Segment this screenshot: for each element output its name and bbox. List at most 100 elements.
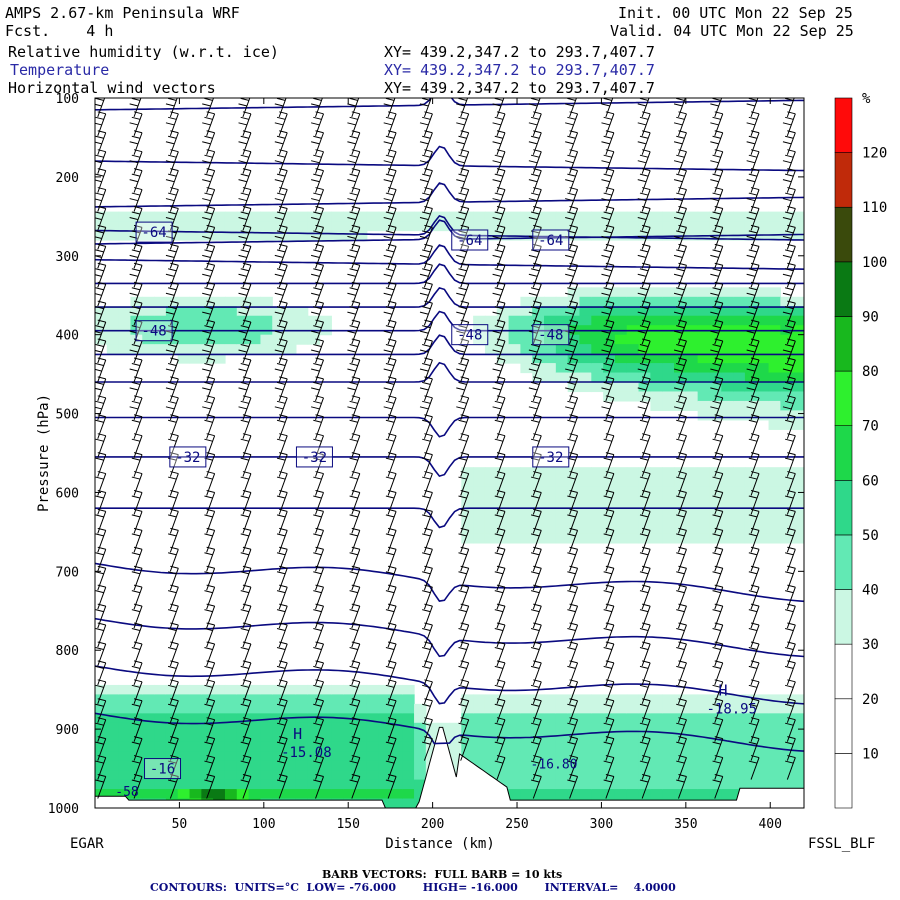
rh-cell xyxy=(591,732,604,743)
wind-barb-flag xyxy=(605,433,614,437)
wind-barb-flag xyxy=(715,93,723,95)
wind-barb-flag xyxy=(748,287,757,291)
wind-barb xyxy=(169,151,179,174)
wind-barb-flag xyxy=(206,111,215,115)
rh-cell xyxy=(662,306,675,317)
wind-barb xyxy=(641,302,651,326)
wind-barb-flag xyxy=(639,571,649,575)
wind-barb-flag xyxy=(419,406,429,410)
wind-barb-flag xyxy=(240,665,249,669)
wind-barb-flag xyxy=(637,349,646,353)
wind-barb-flag xyxy=(530,590,540,594)
wind-barb xyxy=(133,700,143,723)
rh-cell xyxy=(177,353,191,364)
rh-cell xyxy=(697,779,711,790)
wind-barb-flag xyxy=(639,514,649,518)
wind-barb-flag xyxy=(129,217,138,220)
wind-barb xyxy=(677,246,687,269)
rh-cell xyxy=(378,694,392,705)
wind-barb-flag xyxy=(714,452,723,456)
wind-barb-flag xyxy=(458,684,467,688)
wind-barb xyxy=(532,511,542,534)
wind-barb-flag xyxy=(567,268,576,272)
temperature-label-text: -32 xyxy=(302,450,327,466)
rh-cell xyxy=(756,467,770,478)
rh-cell xyxy=(674,344,687,355)
wind-barb xyxy=(133,776,143,799)
wind-barb-flag xyxy=(97,433,106,437)
wind-barb xyxy=(206,435,216,458)
wind-barb xyxy=(169,605,179,629)
wind-barb xyxy=(133,530,143,553)
wind-barb-flag xyxy=(385,230,395,234)
wind-barb-flag xyxy=(748,211,757,215)
rh-cell xyxy=(118,732,132,743)
rh-cell xyxy=(378,760,392,771)
wind-barb xyxy=(460,662,470,686)
wind-barb xyxy=(315,700,324,723)
rh-cell xyxy=(260,732,273,743)
wind-barb xyxy=(677,340,687,364)
rh-cell xyxy=(177,230,191,241)
wind-barb-flag xyxy=(168,192,177,196)
wind-barb xyxy=(97,378,107,402)
wind-barb-flag xyxy=(424,376,433,380)
wind-barb-flag xyxy=(642,603,651,607)
wind-barb-flag xyxy=(97,641,106,645)
rh-cell xyxy=(591,344,604,355)
rh-cell xyxy=(744,382,758,393)
wind-barb xyxy=(97,492,107,515)
wind-barb-flag xyxy=(279,338,288,342)
rh-cell xyxy=(213,211,226,222)
wind-barb xyxy=(315,265,324,288)
rh-cell xyxy=(508,789,521,800)
wind-barb xyxy=(423,113,433,136)
wind-barb xyxy=(641,454,651,477)
rh-cell xyxy=(189,741,202,752)
wind-barb-flag xyxy=(785,741,794,745)
wind-barb xyxy=(569,302,579,326)
rh-cell xyxy=(638,760,651,771)
wind-barb-flag xyxy=(170,641,179,645)
wind-barb-flag xyxy=(170,717,179,721)
wind-barb-flag xyxy=(714,755,723,759)
wind-barb xyxy=(97,98,106,118)
wind-barb xyxy=(97,643,107,667)
wind-barb-flag xyxy=(131,362,140,366)
rh-cell xyxy=(248,779,262,790)
wind-barb-flag xyxy=(279,149,288,153)
wind-barb-flag xyxy=(207,93,215,95)
wind-barb-flag xyxy=(279,433,288,437)
wind-barb-flag xyxy=(603,628,612,632)
wind-barb-flag xyxy=(603,362,612,366)
rh-cell xyxy=(792,694,804,705)
wind-barb-flag xyxy=(95,236,102,239)
wind-barb-flag xyxy=(642,206,651,209)
wind-barb-flag xyxy=(240,571,249,575)
wind-barb-flag xyxy=(496,224,506,228)
wind-barb-flag xyxy=(165,235,175,239)
wind-barb xyxy=(206,321,216,345)
wind-barb-flag xyxy=(206,736,215,740)
wind-barb xyxy=(569,624,579,648)
wind-barb xyxy=(569,98,577,118)
rh-cell xyxy=(638,779,651,790)
rh-cell xyxy=(272,306,285,317)
rh-cell xyxy=(177,315,191,326)
wind-barb-flag xyxy=(460,262,469,266)
rh-cell xyxy=(284,211,297,222)
rh-cell xyxy=(709,514,722,525)
rh-cell xyxy=(650,514,663,525)
wind-barb xyxy=(605,416,615,439)
rh-cell xyxy=(709,306,722,317)
wind-barb-flag xyxy=(750,698,760,702)
wind-barb-flag xyxy=(528,292,538,296)
wind-barb-flag xyxy=(383,160,392,164)
rh-cell xyxy=(354,684,368,695)
rh-cell xyxy=(295,221,309,232)
rh-cell xyxy=(567,287,581,298)
wind-barb-flag xyxy=(533,565,542,569)
wind-barb-flag xyxy=(530,533,540,537)
wind-barb-flag xyxy=(639,192,649,196)
wind-barb-flag xyxy=(97,736,106,740)
